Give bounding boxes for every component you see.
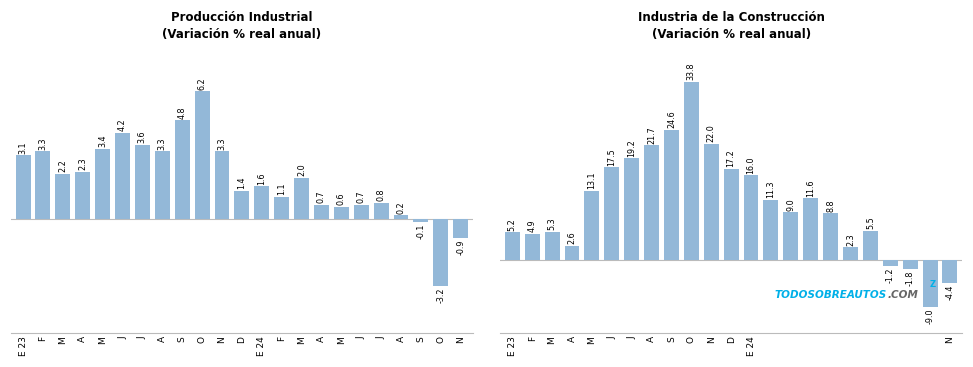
Text: 22.0: 22.0 <box>706 124 716 142</box>
Bar <box>135 145 150 219</box>
Text: 19.2: 19.2 <box>628 139 636 157</box>
Bar <box>564 246 580 259</box>
Text: 33.8: 33.8 <box>687 62 696 80</box>
Bar <box>155 151 169 219</box>
Text: 9.0: 9.0 <box>786 198 795 211</box>
Text: 2.6: 2.6 <box>567 232 576 244</box>
Bar <box>115 132 130 219</box>
Text: 4.2: 4.2 <box>118 118 127 131</box>
Bar <box>294 178 309 219</box>
Bar <box>274 197 289 219</box>
Text: 0.8: 0.8 <box>377 189 385 201</box>
Bar <box>664 130 679 259</box>
Bar <box>16 155 30 219</box>
Text: 2.2: 2.2 <box>58 160 67 172</box>
Bar <box>175 120 190 219</box>
Text: 24.6: 24.6 <box>667 111 676 128</box>
Text: Z: Z <box>930 280 936 290</box>
Bar <box>254 186 270 219</box>
Bar <box>903 259 918 269</box>
Bar <box>453 219 468 238</box>
Text: 0.6: 0.6 <box>337 193 345 206</box>
Text: 16.0: 16.0 <box>746 156 755 174</box>
Bar <box>604 167 619 259</box>
Bar <box>414 219 428 222</box>
Text: 0.7: 0.7 <box>357 191 366 203</box>
Bar <box>374 203 388 219</box>
Text: 11.6: 11.6 <box>807 179 815 197</box>
Text: -4.4: -4.4 <box>946 284 955 299</box>
Bar <box>95 149 110 219</box>
Text: 11.3: 11.3 <box>767 181 775 199</box>
Text: -1.8: -1.8 <box>906 270 915 286</box>
Text: 0.2: 0.2 <box>397 201 406 214</box>
Text: 2.3: 2.3 <box>846 233 855 246</box>
Text: 2.0: 2.0 <box>297 164 306 177</box>
Text: 3.3: 3.3 <box>39 137 48 150</box>
Text: 3.3: 3.3 <box>158 137 166 150</box>
Text: -3.2: -3.2 <box>436 287 446 303</box>
Bar <box>314 205 329 219</box>
Text: 3.4: 3.4 <box>98 135 107 148</box>
Bar <box>545 232 559 259</box>
Title: Producción Industrial
(Variación % real anual): Producción Industrial (Variación % real … <box>162 11 321 41</box>
Text: -9.0: -9.0 <box>925 309 934 324</box>
Bar <box>764 200 778 259</box>
Bar <box>234 190 249 219</box>
Bar <box>625 159 639 259</box>
Text: 17.5: 17.5 <box>607 148 616 166</box>
Bar <box>943 259 957 283</box>
Bar <box>783 212 798 259</box>
Bar <box>843 247 858 259</box>
Text: 6.2: 6.2 <box>198 77 206 90</box>
Text: 5.3: 5.3 <box>548 217 557 230</box>
Text: 3.1: 3.1 <box>18 141 27 154</box>
Text: 1.4: 1.4 <box>237 177 246 189</box>
Text: 13.1: 13.1 <box>588 171 596 189</box>
Text: 21.7: 21.7 <box>647 126 656 144</box>
Bar <box>724 169 739 259</box>
Bar <box>644 145 659 259</box>
Text: TODOSOBREAUTOS: TODOSOBREAUTOS <box>775 290 887 301</box>
Text: 3.3: 3.3 <box>218 137 227 150</box>
Text: -1.2: -1.2 <box>885 268 895 283</box>
Text: -0.1: -0.1 <box>416 223 425 239</box>
Text: 2.3: 2.3 <box>78 157 88 170</box>
Text: -0.9: -0.9 <box>456 240 465 255</box>
Bar <box>863 230 878 259</box>
Bar <box>433 219 449 286</box>
Bar <box>684 81 699 259</box>
Bar <box>354 205 369 219</box>
Bar <box>195 91 209 219</box>
Bar <box>334 207 348 219</box>
Text: 5.2: 5.2 <box>508 218 517 230</box>
Bar <box>214 151 230 219</box>
Text: 1.6: 1.6 <box>257 172 267 185</box>
Title: Industria de la Construcción
(Variación % real anual): Industria de la Construcción (Variación … <box>637 11 824 41</box>
Bar <box>75 172 90 219</box>
Text: 4.9: 4.9 <box>527 219 537 232</box>
Bar <box>35 151 51 219</box>
Text: 3.6: 3.6 <box>138 131 147 143</box>
Bar <box>393 215 409 219</box>
Bar <box>922 259 938 307</box>
Bar <box>804 199 818 259</box>
Text: 17.2: 17.2 <box>727 150 736 167</box>
Bar <box>743 175 759 259</box>
Bar <box>55 174 70 219</box>
Bar <box>823 213 838 259</box>
Bar <box>505 232 520 259</box>
Text: 4.8: 4.8 <box>178 106 187 119</box>
Bar <box>524 234 540 259</box>
Text: 0.7: 0.7 <box>317 191 326 203</box>
Bar <box>703 144 719 259</box>
Text: 1.1: 1.1 <box>277 182 286 195</box>
Text: 8.8: 8.8 <box>826 199 835 212</box>
Text: .COM: .COM <box>887 290 919 301</box>
Bar <box>585 190 599 259</box>
Text: 5.5: 5.5 <box>866 216 875 229</box>
Bar <box>883 259 898 266</box>
